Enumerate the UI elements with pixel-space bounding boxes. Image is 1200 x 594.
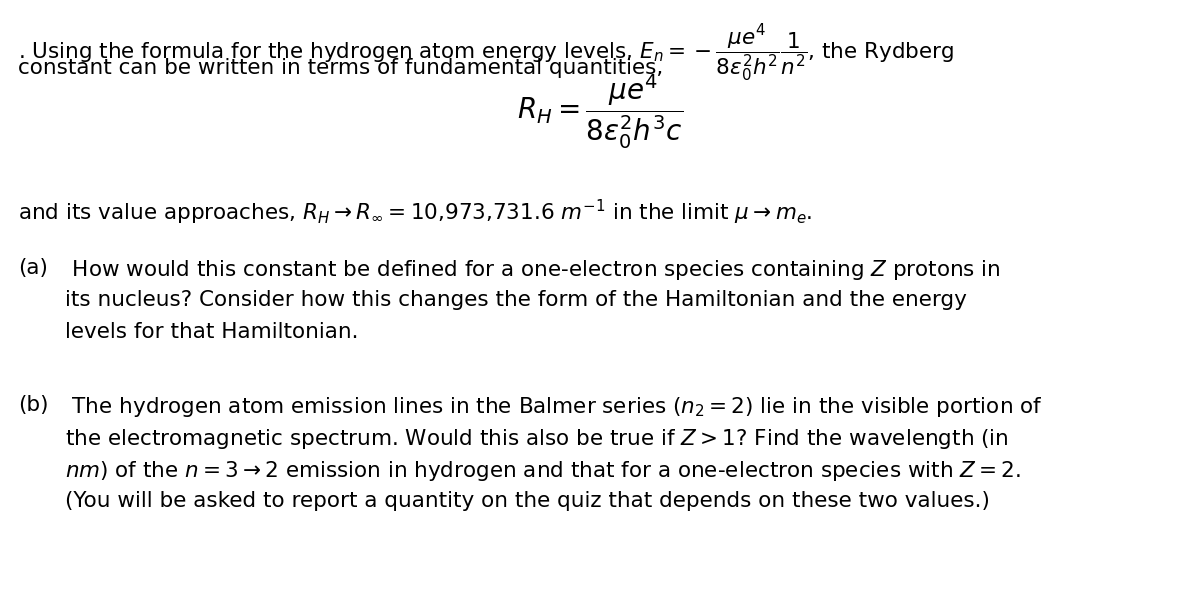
Text: . Using the formula for the hydrogen atom energy levels, $E_n = -\dfrac{\mu e^4}: . Using the formula for the hydrogen ato…	[18, 22, 954, 84]
Text: levels for that Hamiltonian.: levels for that Hamiltonian.	[65, 322, 359, 342]
Text: (b): (b)	[18, 395, 48, 415]
Text: (You will be asked to report a quantity on the quiz that depends on these two va: (You will be asked to report a quantity …	[65, 491, 990, 511]
Text: How would this constant be defined for a one-electron species containing $Z$ pro: How would this constant be defined for a…	[65, 258, 1001, 282]
Text: the electromagnetic spectrum. Would this also be true if $Z > 1$? Find the wavel: the electromagnetic spectrum. Would this…	[65, 427, 1009, 451]
Text: constant can be written in terms of fundamental quantities,: constant can be written in terms of fund…	[18, 58, 664, 78]
Text: $R_H = \dfrac{\mu e^4}{8\epsilon_0^2 h^3 c}$: $R_H = \dfrac{\mu e^4}{8\epsilon_0^2 h^3…	[517, 72, 683, 151]
Text: $nm$) of the $n = 3 \rightarrow 2$ emission in hydrogen and that for a one-elect: $nm$) of the $n = 3 \rightarrow 2$ emiss…	[65, 459, 1021, 483]
Text: The hydrogen atom emission lines in the Balmer series $(n_2 = 2)$ lie in the vis: The hydrogen atom emission lines in the …	[65, 395, 1043, 419]
Text: its nucleus? Consider how this changes the form of the Hamiltonian and the energ: its nucleus? Consider how this changes t…	[65, 290, 967, 310]
Text: and its value approaches, $R_H \rightarrow R_\infty = 10{,}973{,}731.6\ m^{-1}$ : and its value approaches, $R_H \rightarr…	[18, 198, 812, 227]
Text: (a): (a)	[18, 258, 48, 278]
